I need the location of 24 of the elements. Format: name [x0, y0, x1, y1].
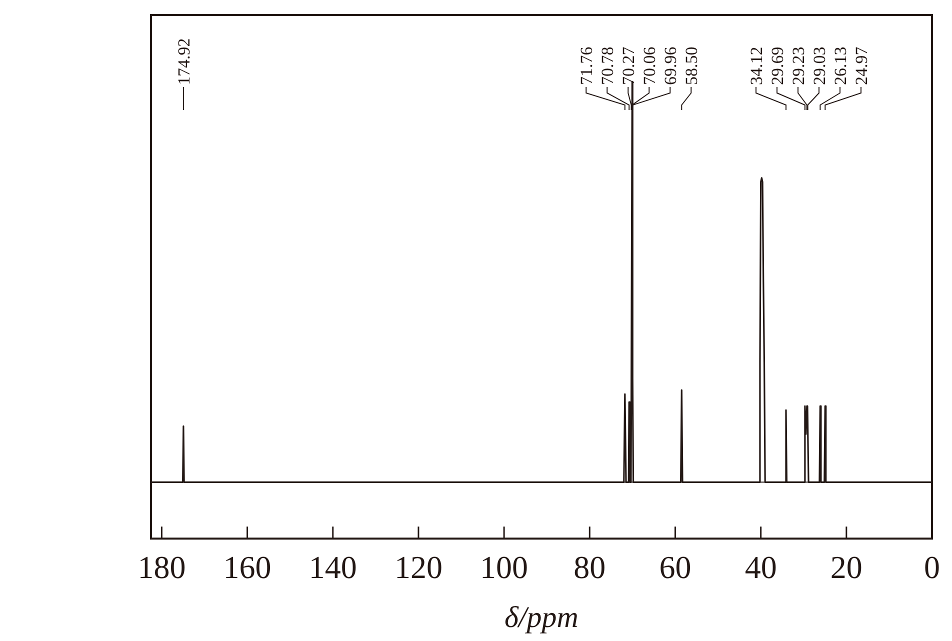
- annotation: 34.12: [746, 46, 766, 85]
- x-tick-label: 80: [574, 549, 606, 586]
- x-axis-title: δ/ppm: [504, 600, 578, 634]
- x-tick-label: 100: [480, 549, 528, 586]
- x-tick-label: 180: [138, 549, 186, 586]
- x-tick-label: 40: [744, 549, 777, 586]
- annotation: 24.97: [852, 46, 871, 85]
- annotation: 26.13: [830, 46, 850, 85]
- annotation: 70.78: [598, 46, 618, 85]
- annotation: 69.96: [661, 46, 680, 85]
- annotation: 71.76: [577, 46, 596, 85]
- x-tick-label: 140: [308, 549, 357, 586]
- x-tick-label: 160: [223, 549, 272, 586]
- annotation: 29.69: [768, 46, 787, 85]
- annotation: 29.23: [788, 46, 808, 85]
- x-tick-label: 0: [924, 549, 940, 586]
- annotation: 174.92: [174, 38, 194, 85]
- x-tick-label: 120: [394, 549, 442, 586]
- x-tick-label: 20: [830, 549, 862, 586]
- annotation: 58.50: [682, 46, 702, 85]
- x-tick-label: 60: [659, 549, 692, 586]
- annotation: 70.06: [640, 46, 660, 85]
- annotation: 29.03: [810, 46, 829, 85]
- annotation: 70.27: [619, 46, 638, 85]
